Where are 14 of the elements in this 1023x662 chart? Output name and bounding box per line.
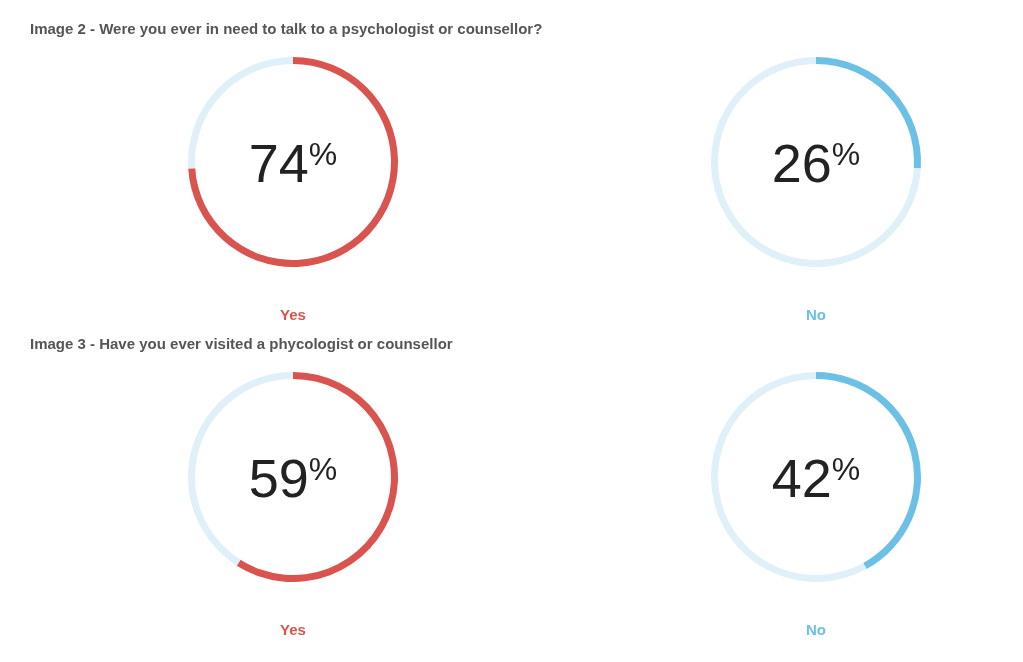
donut-slice (711, 57, 921, 267)
text: Yes (280, 621, 306, 638)
donut-slice (188, 57, 398, 267)
text: 42$^{%}$ (771, 448, 861, 508)
chart-title: Image 3 - Have you ever visited a phycologist or counsellor (30, 335, 453, 352)
text: No (806, 306, 826, 323)
text: 74$^{%}$ (248, 133, 338, 193)
text: Yes (280, 306, 306, 323)
donut-slice (711, 372, 867, 582)
text: 59$^{%}$ (248, 448, 338, 508)
donut-slice (236, 372, 398, 582)
text: 26$^{%}$ (771, 133, 861, 193)
text: No (806, 621, 826, 638)
chart-title: Image 2 - Were you ever in need to talk to a psychologist or counsellor? (30, 20, 543, 37)
